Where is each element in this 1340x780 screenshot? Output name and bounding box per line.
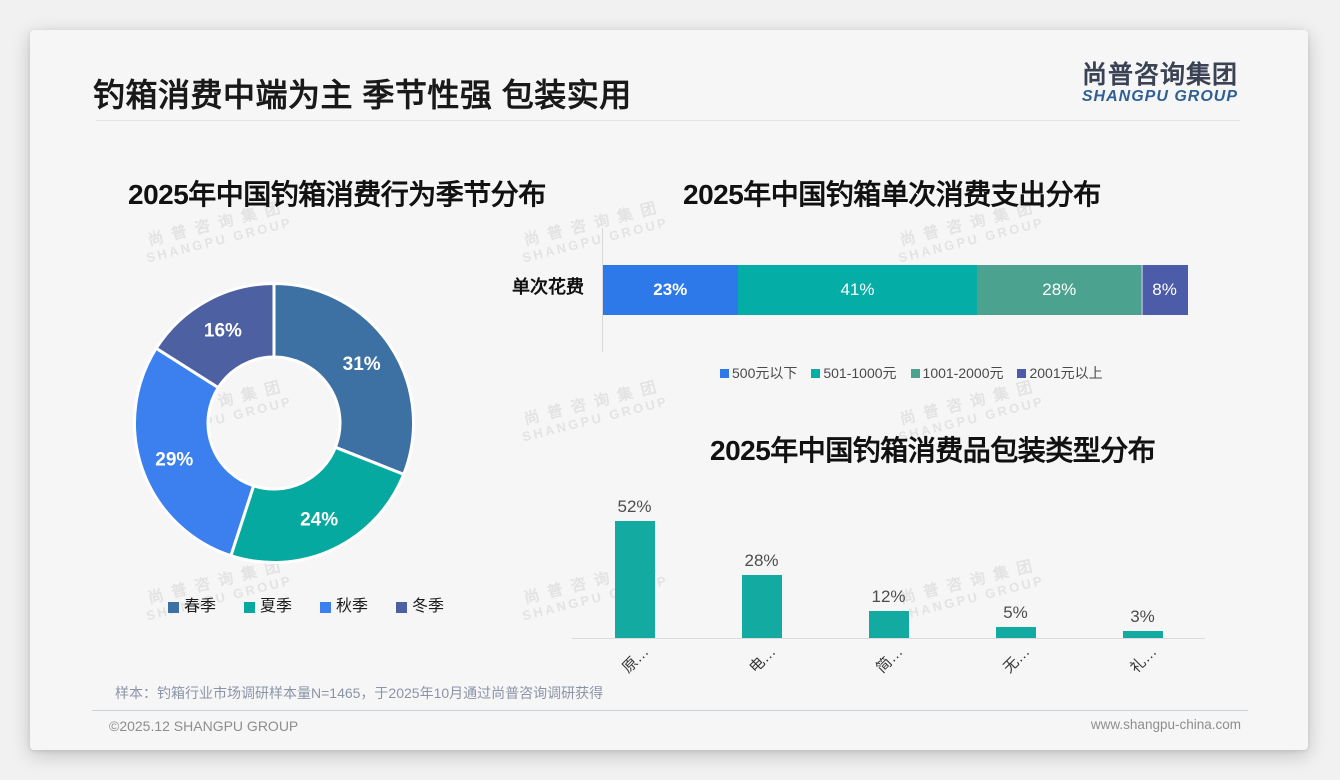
- stacked-legend-item[interactable]: 500元以下: [720, 364, 797, 382]
- stacked-segment-501-1000元: 41%: [737, 265, 978, 315]
- donut-slice-春季: [272, 282, 415, 476]
- stacked-legend-item[interactable]: 2001元以上: [1017, 364, 1103, 382]
- website-url: www.shangpu-china.com: [1090, 717, 1241, 732]
- donut-slice-夏季: [229, 445, 406, 564]
- legend-label: 春季: [184, 598, 217, 615]
- legend-swatch-icon: [168, 601, 179, 613]
- package-bar-电…: [741, 575, 782, 638]
- package-bar-无…: [995, 626, 1036, 638]
- donut-slice-label: 16%: [204, 321, 242, 342]
- stacked-category-label: 单次花费: [512, 277, 584, 297]
- legend-label: 秋季: [336, 598, 369, 615]
- legend-label: 2001元以上: [1029, 365, 1103, 381]
- stacked-segment-2001元以上: 8%: [1141, 265, 1188, 315]
- package-chart-title: 2025年中国钓箱消费品包装类型分布: [710, 435, 1156, 466]
- legend-label: 冬季: [412, 598, 445, 615]
- package-bar-value: 3%: [1130, 607, 1155, 627]
- stacked-chart-title: 2025年中国钓箱单次消费支出分布: [683, 179, 1101, 210]
- package-bar-原…: [614, 521, 655, 638]
- donut-chart-title: 2025年中国钓箱消费行为季节分布: [128, 179, 546, 210]
- logo-english-name: SHANGPU GROUP: [1081, 88, 1238, 105]
- legend-swatch-icon: [244, 601, 256, 613]
- legend-swatch-icon: [320, 601, 332, 613]
- package-axis-line: [572, 638, 1205, 639]
- donut-slice-label: 31%: [343, 354, 381, 375]
- legend-swatch-icon: [720, 368, 729, 378]
- stacked-segment-1001-2000元: 28%: [977, 265, 1142, 315]
- legend-label: 1001-2000元: [922, 365, 1004, 381]
- donut-legend-item[interactable]: 冬季: [396, 597, 444, 617]
- package-axis-label: 礼…: [1127, 643, 1161, 677]
- company-logo: 尚普咨询集团 SHANGPU GROUP: [1082, 62, 1238, 105]
- legend-swatch-icon: [811, 368, 821, 378]
- package-bar-value: 52%: [617, 497, 652, 516]
- header-divider: [96, 120, 1240, 121]
- donut-legend: 春季 夏季 秋季 冬季: [168, 597, 444, 617]
- package-bar-value: 12%: [871, 587, 906, 606]
- donut-slice-label: 29%: [155, 449, 193, 470]
- package-axis-label: 原…: [619, 643, 653, 677]
- page-title: 钓箱消费中端为主 季节性强 包装实用: [93, 77, 632, 113]
- sample-note: 样本：钓箱行业市场调研样本量N=1465，于2025年10月通过尚普咨询调研获得: [115, 685, 604, 701]
- package-bar-简…: [868, 611, 909, 638]
- donut-slice-label: 24%: [300, 509, 338, 530]
- copyright-text: ©2025.12 SHANGPU GROUP: [109, 718, 299, 734]
- legend-label: 夏季: [260, 598, 293, 615]
- legend-label: 501-1000元: [823, 365, 897, 381]
- legend-swatch-icon: [396, 601, 408, 613]
- stacked-legend-item[interactable]: 501-1000元: [811, 364, 897, 382]
- donut-legend-item[interactable]: 夏季: [244, 597, 292, 617]
- legend-swatch-icon: [910, 368, 920, 378]
- donut-chart: 31% 24% 29% 16%: [133, 282, 415, 564]
- legend-label: 500元以下: [732, 365, 798, 381]
- logo-chinese-name: 尚普咨询集团: [1081, 61, 1238, 89]
- donut-legend-item[interactable]: 秋季: [320, 597, 368, 617]
- stacked-legend: 500元以下 501-1000元 1001-2000元 2001元以上: [720, 364, 1103, 382]
- legend-swatch-icon: [1017, 368, 1027, 378]
- package-axis-label: 电…: [746, 643, 780, 677]
- stacked-segment-500元以下: 23%: [603, 265, 738, 315]
- stacked-legend-item[interactable]: 1001-2000元: [910, 364, 1004, 382]
- donut-slice-冬季: [154, 282, 276, 390]
- package-axis-label: 简…: [873, 643, 907, 677]
- donut-legend-item[interactable]: 春季: [168, 597, 216, 617]
- stacked-axis-line: [602, 228, 603, 352]
- stacked-bar: 23% 41% 28% 8%: [603, 265, 1188, 315]
- footer-divider: [92, 710, 1248, 711]
- package-axis-label: 无…: [1000, 643, 1034, 677]
- package-bar-value: 5%: [1003, 602, 1028, 622]
- slide-card: 尚普咨询集团 SHANGPU GROUP 尚普咨询集团 SHANGPU GROUP 尚普…: [30, 30, 1308, 750]
- package-bar-礼…: [1122, 631, 1163, 638]
- package-bar-value: 28%: [744, 551, 779, 570]
- donut-slice-秋季: [133, 346, 256, 558]
